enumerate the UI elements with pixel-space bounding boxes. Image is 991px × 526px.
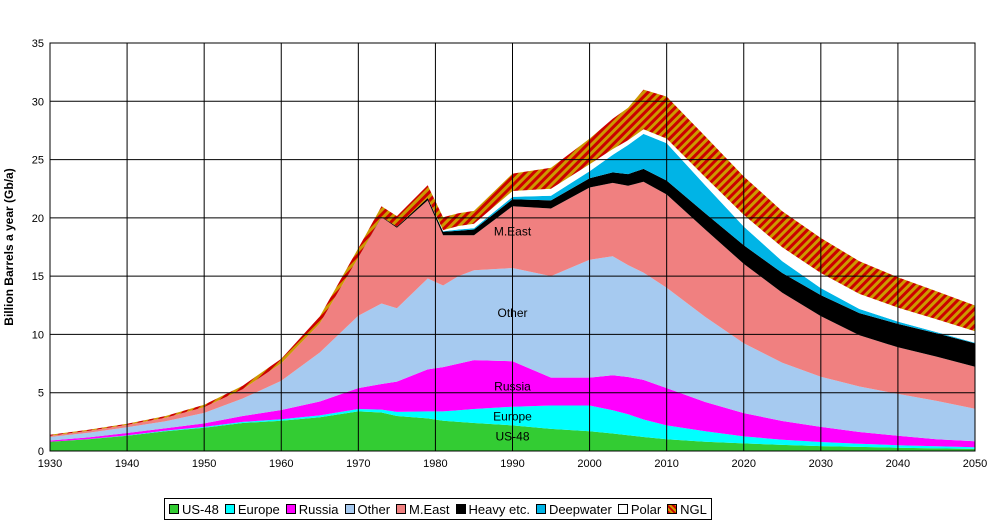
legend-label: Polar bbox=[630, 501, 662, 517]
legend-label: Europe bbox=[237, 501, 280, 517]
x-tick-label: 1970 bbox=[346, 458, 370, 470]
legend-label: US-48 bbox=[182, 501, 219, 517]
legend-swatch bbox=[455, 504, 466, 514]
legend-label: NGL bbox=[680, 501, 707, 517]
x-tick-label: 2050 bbox=[963, 458, 987, 470]
annotation-other: Other bbox=[497, 306, 527, 320]
x-tick-label: 1980 bbox=[423, 458, 447, 470]
x-tick-label: 2000 bbox=[577, 458, 601, 470]
legend-item-deepwater: Deepwater bbox=[535, 501, 612, 517]
legend-label: Heavy etc. bbox=[468, 501, 530, 517]
x-tick-label: 1930 bbox=[38, 458, 62, 470]
legend-label: Other bbox=[357, 501, 391, 517]
x-tick-label: 1940 bbox=[115, 458, 139, 470]
legend-swatch bbox=[285, 504, 296, 514]
x-axis-ticks: 1930 1940 1950 1960 1970 1980 1990 2000 2010 2020… bbox=[38, 458, 987, 470]
y-tick-label: 15 bbox=[32, 271, 44, 283]
legend-item-m-east: M.East bbox=[396, 501, 450, 517]
annotation-m-east: M.East bbox=[494, 224, 532, 238]
y-tick-label: 5 bbox=[38, 388, 44, 400]
legend-item-heavy-etc: Heavy etc. bbox=[455, 501, 530, 517]
plot-frame bbox=[49, 42, 976, 452]
y-tick-label: 10 bbox=[32, 329, 44, 341]
legend-swatch bbox=[344, 504, 355, 514]
legend-swatch bbox=[396, 504, 407, 514]
y-axis-ticks: 0 5 10 15 20 25 30 35 bbox=[32, 38, 44, 458]
annotation-russia: Russia bbox=[494, 379, 531, 393]
series-annotations: M.East Other Russia Europe US-48 bbox=[493, 224, 532, 443]
x-tick-label: 1950 bbox=[192, 458, 216, 470]
legend-swatch bbox=[617, 504, 628, 514]
annotation-us-48: US-48 bbox=[495, 430, 529, 444]
y-tick-label: 35 bbox=[32, 38, 44, 50]
legend: US-48 Europe Russia Other M.East Heavy etc. De… bbox=[164, 498, 712, 520]
legend-swatch bbox=[169, 504, 179, 514]
x-tick-label: 2010 bbox=[654, 458, 678, 470]
legend-label: Deepwater bbox=[548, 501, 612, 517]
y-axis-label: Billion Barrels a year (Gb/a) bbox=[2, 168, 16, 325]
legend-swatch bbox=[535, 504, 546, 514]
x-tick-label: 1960 bbox=[269, 458, 293, 470]
legend-item-other: Other bbox=[344, 501, 391, 517]
y-tick-label: 30 bbox=[32, 96, 44, 108]
legend-item-polar: Polar bbox=[617, 501, 662, 517]
legend-item-russia: Russia bbox=[285, 501, 339, 517]
legend-item-europe: Europe bbox=[224, 501, 280, 517]
y-tick-label: 25 bbox=[32, 155, 44, 167]
x-tick-label: 1990 bbox=[500, 458, 524, 470]
annotation-europe: Europe bbox=[493, 410, 532, 424]
x-tick-label: 2030 bbox=[809, 458, 833, 470]
legend-item-ngl: NGL bbox=[667, 502, 707, 517]
y-tick-label: 0 bbox=[38, 446, 44, 458]
y-tick-label: 20 bbox=[32, 213, 44, 225]
legend-label: Russia bbox=[298, 501, 339, 517]
x-tick-label: 2020 bbox=[732, 458, 756, 470]
legend-label: M.East bbox=[409, 501, 450, 517]
legend-item-us-48: US-48 bbox=[169, 502, 219, 517]
x-tick-label: 2040 bbox=[886, 458, 910, 470]
legend-swatch bbox=[224, 504, 235, 514]
legend-swatch bbox=[667, 504, 678, 514]
